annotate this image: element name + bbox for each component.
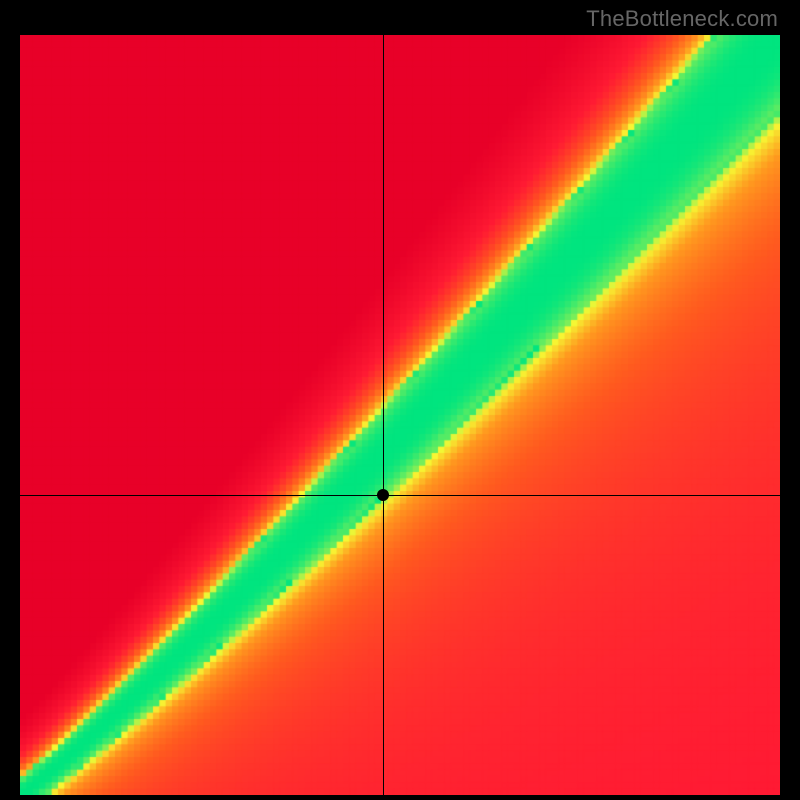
watermark-text: TheBottleneck.com xyxy=(586,6,778,32)
selection-marker xyxy=(377,489,389,501)
crosshair-vertical xyxy=(383,35,384,795)
plot-area xyxy=(20,35,780,795)
bottleneck-heatmap xyxy=(20,35,780,795)
crosshair-horizontal xyxy=(20,495,780,496)
